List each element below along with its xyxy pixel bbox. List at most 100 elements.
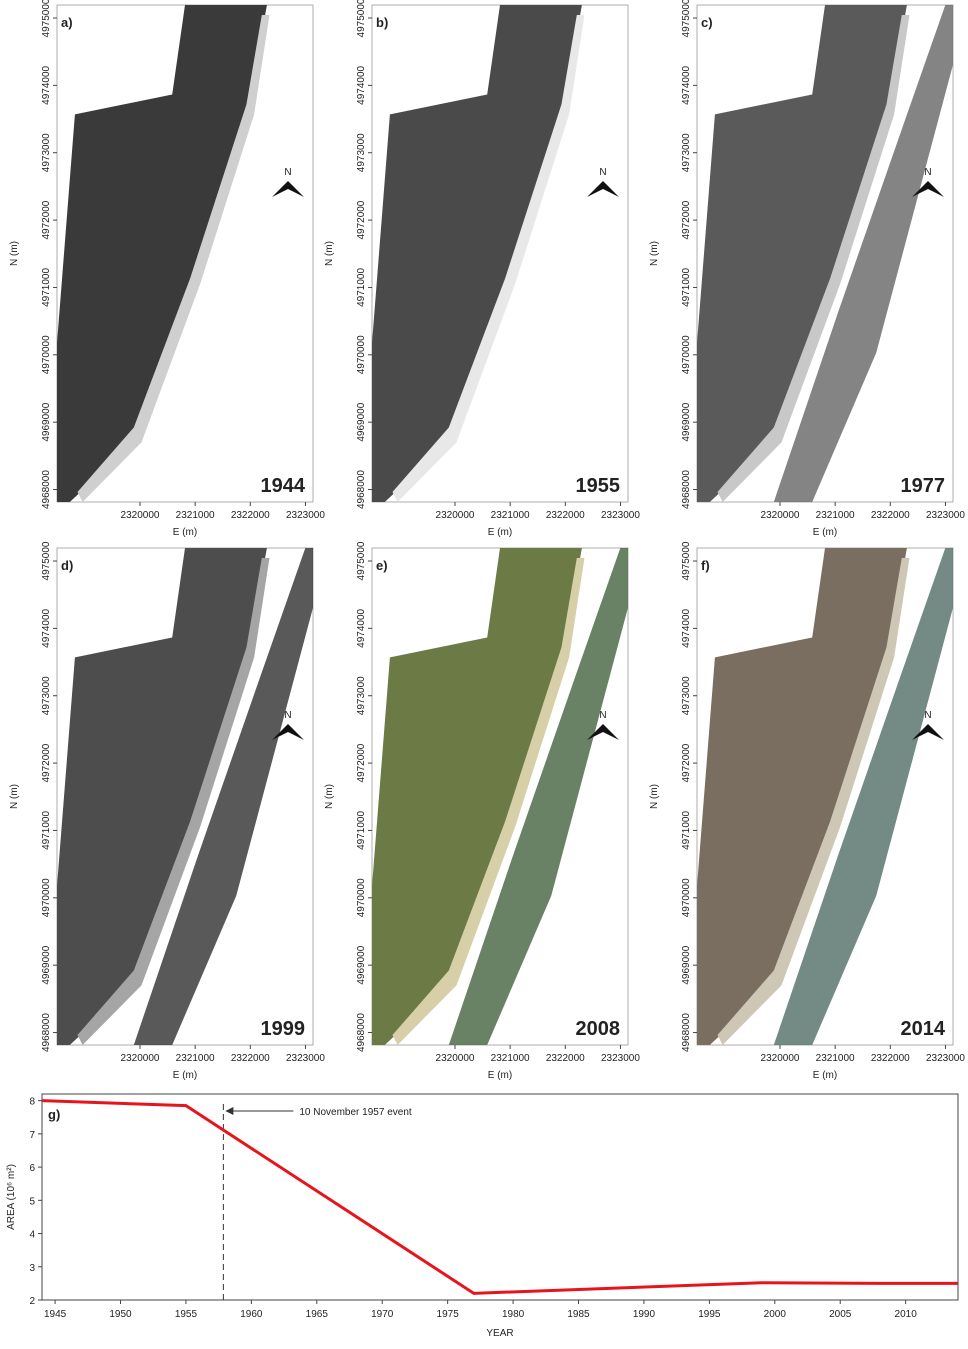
y-tick-label: 4969000 [41, 945, 52, 984]
annotation-arrowhead [225, 1107, 233, 1115]
x-tick-label: 2322000 [871, 1053, 910, 1064]
y-tick-label: 7 [29, 1130, 35, 1141]
x-tick-label: 2320000 [436, 1053, 475, 1064]
y-tick-label: 4975000 [356, 541, 367, 580]
y-tick-label: 4974000 [41, 608, 52, 647]
y-tick-label: 4968000 [41, 470, 52, 509]
x-tick-label: 2323000 [601, 1053, 640, 1064]
x-tick-label: 1955 [175, 1309, 198, 1320]
x-tick-label: 2000 [764, 1309, 787, 1320]
y-tick-label: 4970000 [356, 335, 367, 374]
x-axis-label: E (m) [813, 1070, 837, 1081]
y-tick-label: 4969000 [681, 402, 692, 441]
y-axis-label: N (m) [649, 784, 660, 809]
x-tick-label: 2321000 [176, 1053, 215, 1064]
y-tick-label: 4974000 [41, 65, 52, 104]
plot-frame [42, 1094, 958, 1300]
x-tick-label: 2321000 [816, 510, 855, 521]
x-tick-label: 2323000 [926, 1053, 965, 1064]
y-tick-label: 2 [29, 1296, 35, 1307]
x-tick-label: 1980 [502, 1309, 525, 1320]
y-tick-label: 4973000 [681, 133, 692, 172]
x-axis-label: E (m) [488, 527, 512, 538]
x-tick-label: 2323000 [926, 510, 965, 521]
y-tick-label: 4970000 [356, 878, 367, 917]
data-line [42, 1101, 958, 1294]
y-axis-label: N (m) [9, 784, 20, 809]
north-label: N [924, 167, 931, 178]
panel-year: 1944 [261, 475, 306, 497]
y-tick-label: 4972000 [41, 743, 52, 782]
panel-year: 2008 [576, 1018, 621, 1040]
x-tick-label: 1985 [567, 1309, 590, 1320]
x-tick-label: 2322000 [231, 1053, 270, 1064]
y-tick-label: 4975000 [681, 541, 692, 580]
y-tick-label: 4971000 [681, 811, 692, 850]
x-tick-label: 2321000 [176, 510, 215, 521]
y-tick-label: 4971000 [356, 268, 367, 307]
y-tick-label: 4971000 [41, 268, 52, 307]
y-tick-label: 4974000 [356, 608, 367, 647]
y-tick-label: 4971000 [41, 811, 52, 850]
panel-year: 2014 [901, 1018, 946, 1040]
y-tick-label: 4975000 [41, 541, 52, 580]
panel-label: g) [48, 1107, 60, 1122]
y-tick-label: 4969000 [356, 402, 367, 441]
y-tick-label: 4972000 [356, 200, 367, 239]
x-tick-label: 2322000 [871, 510, 910, 521]
y-tick-label: 4973000 [41, 133, 52, 172]
y-tick-label: 4972000 [681, 200, 692, 239]
x-tick-label: 2320000 [121, 1053, 160, 1064]
x-tick-label: 1995 [698, 1309, 721, 1320]
panel-label: a) [61, 15, 73, 30]
map-panel: b)1955N232000023210002322000232300049680… [324, 0, 640, 538]
y-tick-label: 4973000 [41, 676, 52, 715]
x-tick-label: 2323000 [601, 510, 640, 521]
x-tick-label: 2323000 [286, 1053, 325, 1064]
x-tick-label: 2320000 [761, 510, 800, 521]
y-tick-label: 4970000 [41, 878, 52, 917]
x-axis-label: E (m) [813, 527, 837, 538]
x-tick-label: 2321000 [816, 1053, 855, 1064]
x-tick-label: 1960 [240, 1309, 263, 1320]
y-tick-label: 4973000 [681, 676, 692, 715]
y-tick-label: 4971000 [681, 268, 692, 307]
y-tick-label: 4968000 [41, 1013, 52, 1052]
y-tick-label: 4975000 [356, 0, 367, 37]
y-axis-label: N (m) [324, 241, 335, 266]
north-label: N [599, 710, 606, 721]
y-tick-label: 4974000 [356, 65, 367, 104]
north-label: N [599, 167, 606, 178]
y-tick-label: 4974000 [681, 65, 692, 104]
panel-label: b) [376, 15, 388, 30]
y-tick-label: 4973000 [356, 133, 367, 172]
y-tick-label: 4970000 [41, 335, 52, 374]
y-tick-label: 4970000 [681, 878, 692, 917]
y-tick-label: 4 [29, 1230, 35, 1241]
annotation: 10 November 1957 event [299, 1107, 412, 1118]
north-label: N [284, 710, 291, 721]
figure: a) 1944 N 2320000 2321000 2322000 2323000 49680… [0, 0, 968, 1344]
y-tick-label: 4969000 [41, 402, 52, 441]
y-tick-label: 4971000 [356, 811, 367, 850]
x-tick-label: 1970 [371, 1309, 394, 1320]
x-tick-label: 1990 [633, 1309, 656, 1320]
x-tick-label: 2320000 [121, 510, 160, 521]
y-tick-label: 4969000 [356, 945, 367, 984]
y-tick-label: 5 [29, 1196, 35, 1207]
y-tick-label: 4973000 [356, 676, 367, 715]
x-tick-label: 2321000 [491, 510, 530, 521]
x-tick-label: 2010 [895, 1309, 918, 1320]
y-tick-label: 4969000 [681, 945, 692, 984]
x-tick-label: 2320000 [436, 510, 475, 521]
panel-label: c) [701, 15, 713, 30]
y-tick-label: 4970000 [681, 335, 692, 374]
x-tick-label: 2005 [829, 1309, 852, 1320]
y-axis-label: N (m) [324, 784, 335, 809]
y-axis-label: AREA (10⁶ m²) [6, 1164, 17, 1230]
y-axis-label: N (m) [9, 241, 20, 266]
x-tick-label: 2323000 [286, 510, 325, 521]
y-tick-label: 4972000 [41, 200, 52, 239]
